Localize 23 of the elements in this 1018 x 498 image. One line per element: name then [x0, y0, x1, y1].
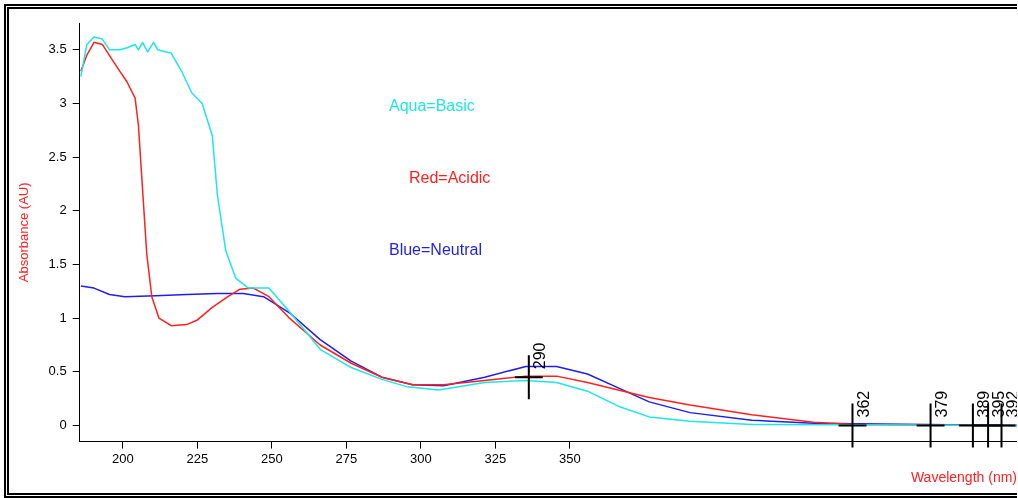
x-tick-label: 325 [484, 450, 507, 466]
x-tick-label: 250 [261, 450, 283, 466]
x-tick-label: 225 [186, 450, 209, 466]
x-tick-label: 275 [335, 450, 358, 466]
text: Red=Acidic [408, 169, 491, 187]
y-tick-label: 2 [59, 202, 67, 218]
y-tick-label: 0 [59, 417, 67, 433]
x-tick-label: 350 [559, 450, 581, 466]
y-tick-label: 1 [59, 309, 67, 325]
text: Aqua=Basic [388, 97, 475, 115]
y-tick-label: 2.5 [48, 148, 67, 164]
text: Blue=Neutral [388, 241, 482, 259]
annotation: 290 [531, 342, 549, 370]
y-axis-title: Absorbance (AU) [16, 182, 32, 283]
y-tick-label: 3.5 [48, 41, 67, 57]
y-tick-label: 1.5 [48, 256, 67, 272]
x-tick-label: 300 [410, 450, 432, 466]
y-tick-label: 0.5 [48, 363, 67, 379]
annotation: 362 [854, 390, 872, 418]
annotation: 379 [932, 390, 950, 418]
y-tick-label: 3 [59, 95, 67, 111]
x-tick-label: 200 [112, 450, 134, 466]
x-axis-title: Wavelength (nm) [910, 469, 1017, 486]
